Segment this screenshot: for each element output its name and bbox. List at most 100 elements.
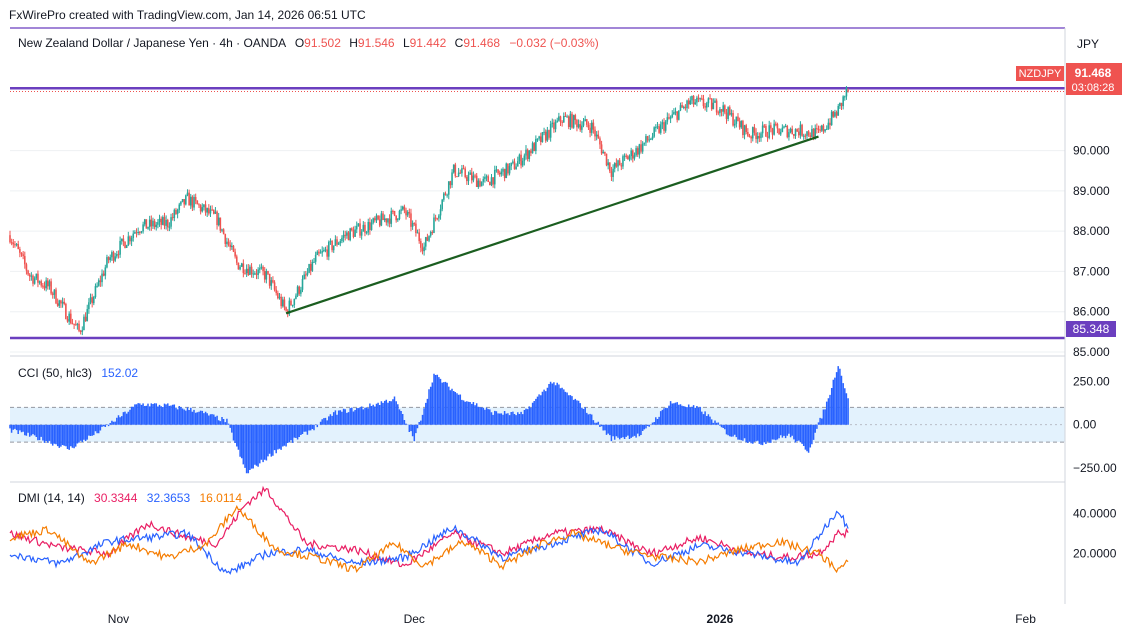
candle — [185, 194, 187, 206]
candle — [659, 121, 662, 135]
candle — [28, 273, 31, 282]
candle — [426, 233, 429, 242]
level-price-label: 85.348 — [1073, 322, 1110, 336]
candle — [99, 275, 102, 287]
candle — [137, 227, 139, 236]
candle — [732, 110, 734, 127]
candle — [709, 94, 711, 100]
candle — [799, 121, 802, 139]
candle — [719, 106, 721, 117]
candle — [431, 230, 434, 235]
candle — [804, 133, 807, 140]
candle — [505, 162, 508, 179]
candle — [357, 223, 360, 227]
candle — [554, 119, 557, 133]
candle — [32, 274, 34, 287]
candle — [262, 265, 264, 276]
candle — [42, 282, 44, 289]
candle — [160, 216, 162, 230]
candle — [470, 167, 473, 184]
candle — [120, 238, 123, 245]
cci-legend[interactable]: CCI (50, hlc3) 152.02 — [18, 366, 138, 380]
candle — [359, 218, 361, 238]
symbol-tag-label: NZDJPY — [1019, 68, 1062, 80]
candle — [576, 118, 578, 132]
candle — [590, 120, 593, 136]
dmi-legend[interactable]: DMI (14, 14) 30.3344 32.3653 16.0114 — [18, 491, 242, 505]
candle — [367, 218, 370, 236]
candle — [786, 124, 789, 139]
dmi-pane[interactable] — [9, 485, 849, 575]
candle — [617, 159, 619, 172]
candle — [321, 246, 324, 257]
candle — [255, 269, 258, 280]
candle — [671, 110, 674, 119]
candle — [106, 254, 108, 269]
last-price-label: 91.468 — [1075, 66, 1112, 80]
candle — [280, 293, 282, 309]
candle — [740, 120, 743, 129]
cci-histogram — [9, 366, 849, 474]
candle — [464, 166, 466, 179]
candle — [516, 156, 519, 167]
candle — [155, 222, 158, 231]
candle — [48, 279, 51, 290]
candle — [704, 102, 706, 111]
candle — [579, 120, 582, 132]
candle — [150, 215, 153, 231]
price-pane[interactable] — [9, 27, 1065, 355]
candle — [738, 117, 741, 130]
candle — [203, 204, 205, 211]
candle — [546, 126, 549, 142]
candle — [65, 302, 67, 320]
candle — [845, 86, 848, 100]
candle — [300, 286, 302, 297]
time-axis[interactable]: Nov Dec 2026 Feb — [108, 612, 1036, 626]
candle — [525, 145, 527, 160]
candle — [635, 145, 637, 157]
candle — [93, 295, 95, 306]
candle — [607, 159, 609, 170]
candle — [664, 120, 667, 133]
candle — [162, 215, 164, 226]
candle — [45, 277, 47, 292]
candle — [342, 230, 345, 243]
candle — [221, 228, 223, 233]
candle — [747, 128, 749, 138]
candle — [653, 126, 655, 138]
candle — [122, 235, 125, 247]
candle — [398, 209, 401, 221]
price-axis[interactable]: 85.000 86.000 87.000 88.000 89.000 90.000 250.… — [1073, 144, 1117, 561]
candle — [50, 278, 52, 296]
candle — [242, 259, 245, 278]
candle — [727, 106, 729, 122]
ohlc-open: 91.502 — [304, 36, 341, 50]
candle — [824, 129, 826, 133]
candle — [58, 299, 61, 309]
candle — [638, 143, 641, 159]
candle — [497, 169, 499, 175]
candle — [204, 200, 207, 216]
candle — [429, 230, 432, 238]
candle — [571, 111, 573, 129]
candle — [114, 252, 116, 263]
candle — [562, 112, 565, 123]
time-tick-label: Dec — [404, 612, 425, 626]
candle — [582, 118, 585, 128]
candle — [663, 118, 665, 134]
candle — [270, 277, 273, 290]
dmi-lines — [9, 485, 849, 575]
trendline[interactable] — [285, 135, 819, 315]
candle — [193, 194, 195, 211]
candle — [592, 119, 595, 134]
candle — [171, 212, 174, 221]
candle — [43, 281, 46, 291]
candle — [797, 127, 800, 138]
candle — [173, 208, 176, 222]
candle — [750, 135, 752, 144]
candle — [484, 173, 486, 183]
candle — [469, 169, 471, 175]
cci-pane[interactable] — [9, 366, 1065, 474]
candle — [701, 94, 703, 101]
candle — [323, 247, 325, 253]
